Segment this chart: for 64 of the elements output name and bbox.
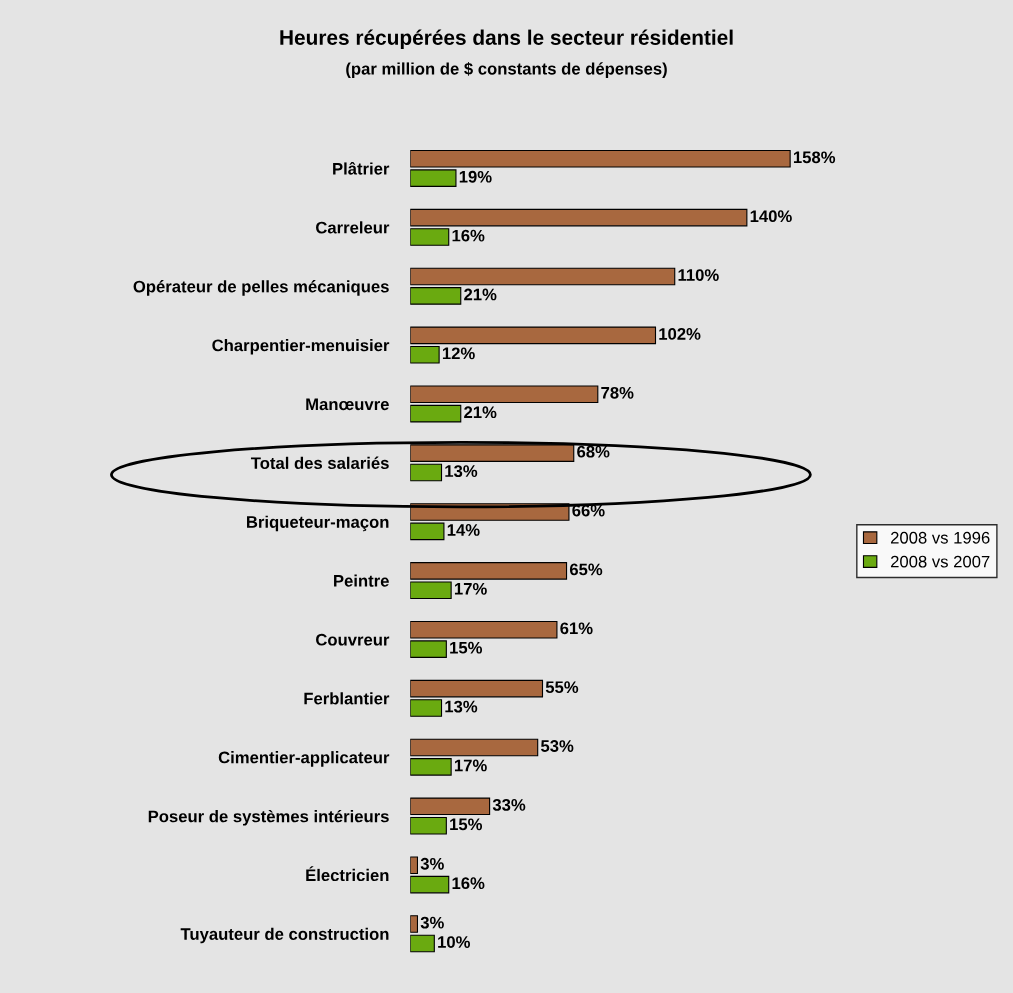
data-label: 21%	[464, 406, 497, 419]
data-label: 16%	[452, 229, 485, 242]
bar	[410, 915, 419, 933]
y-tick-label: Manœuvre	[306, 398, 389, 411]
chart-title: Heures récupérées dans le secteur résidentiel	[280, 29, 733, 50]
y-tick-label: Total des salariés	[250, 456, 389, 470]
data-label: 61%	[560, 622, 593, 635]
data-label: 13%	[445, 700, 478, 713]
y-tick-label: Ferblantier	[304, 692, 390, 705]
data-label: 140%	[750, 210, 792, 223]
data-label: 19%	[459, 170, 492, 183]
bar	[410, 345, 440, 364]
y-tick-label: Peintre	[334, 574, 389, 587]
y-tick-label: Poseur de systèmes intérieurs	[148, 809, 389, 826]
data-label: 78%	[601, 386, 634, 399]
chart-subtitle: (par million de $ constants de dépenses)	[346, 62, 667, 78]
y-tick-label: Opérateur de pelles mécaniques	[133, 280, 389, 296]
bar	[410, 287, 462, 305]
data-label: 158%	[793, 151, 836, 164]
bar	[410, 679, 544, 698]
data-label: 53%	[540, 740, 574, 752]
data-label: 68%	[577, 445, 610, 458]
bar	[410, 444, 575, 462]
y-tick-label: Briqueteur-maçon	[247, 515, 389, 532]
y-tick-label: Couvreur	[316, 633, 390, 646]
bar	[410, 738, 539, 757]
bar	[410, 463, 443, 482]
bar	[410, 522, 445, 541]
data-label: 55%	[545, 681, 579, 694]
data-label: 13%	[445, 465, 478, 478]
bar	[410, 267, 676, 286]
bar	[410, 326, 657, 345]
bar	[410, 856, 419, 874]
bar	[410, 699, 443, 717]
bar	[410, 385, 599, 404]
data-label: 21%	[464, 288, 497, 301]
data-label: 3%	[420, 916, 444, 929]
y-tick-label: Carreleur	[316, 221, 390, 234]
data-label: 33%	[492, 798, 526, 811]
y-tick-label: Électricien	[306, 866, 389, 882]
data-label: 3%	[420, 857, 444, 870]
data-label: 102%	[659, 328, 701, 340]
data-label: 17%	[454, 582, 487, 595]
bar	[410, 404, 462, 423]
legend-label: 2008 vs 2007	[890, 555, 990, 568]
data-label: 16%	[452, 877, 485, 890]
y-tick-label: Cimentier-applicateur	[218, 751, 390, 767]
y-tick-label: Tuyauteur de construction	[180, 927, 389, 944]
data-label: 14%	[447, 524, 480, 536]
bar	[410, 797, 491, 816]
y-tick-label: Plâtrier	[333, 162, 390, 175]
legend-label: 2008 vs 1996	[890, 531, 990, 544]
data-label: 17%	[454, 759, 487, 772]
bar	[410, 934, 435, 953]
bar	[410, 758, 452, 776]
bar	[410, 875, 450, 894]
data-label: 65%	[569, 563, 603, 576]
data-label: 12%	[442, 347, 475, 360]
bar	[410, 816, 447, 835]
y-tick-label: Charpentier-menuisier	[212, 339, 390, 355]
data-label: 15%	[450, 818, 483, 831]
data-label: 110%	[678, 269, 719, 281]
data-label: 15%	[450, 641, 483, 654]
data-label: 10%	[438, 936, 470, 948]
